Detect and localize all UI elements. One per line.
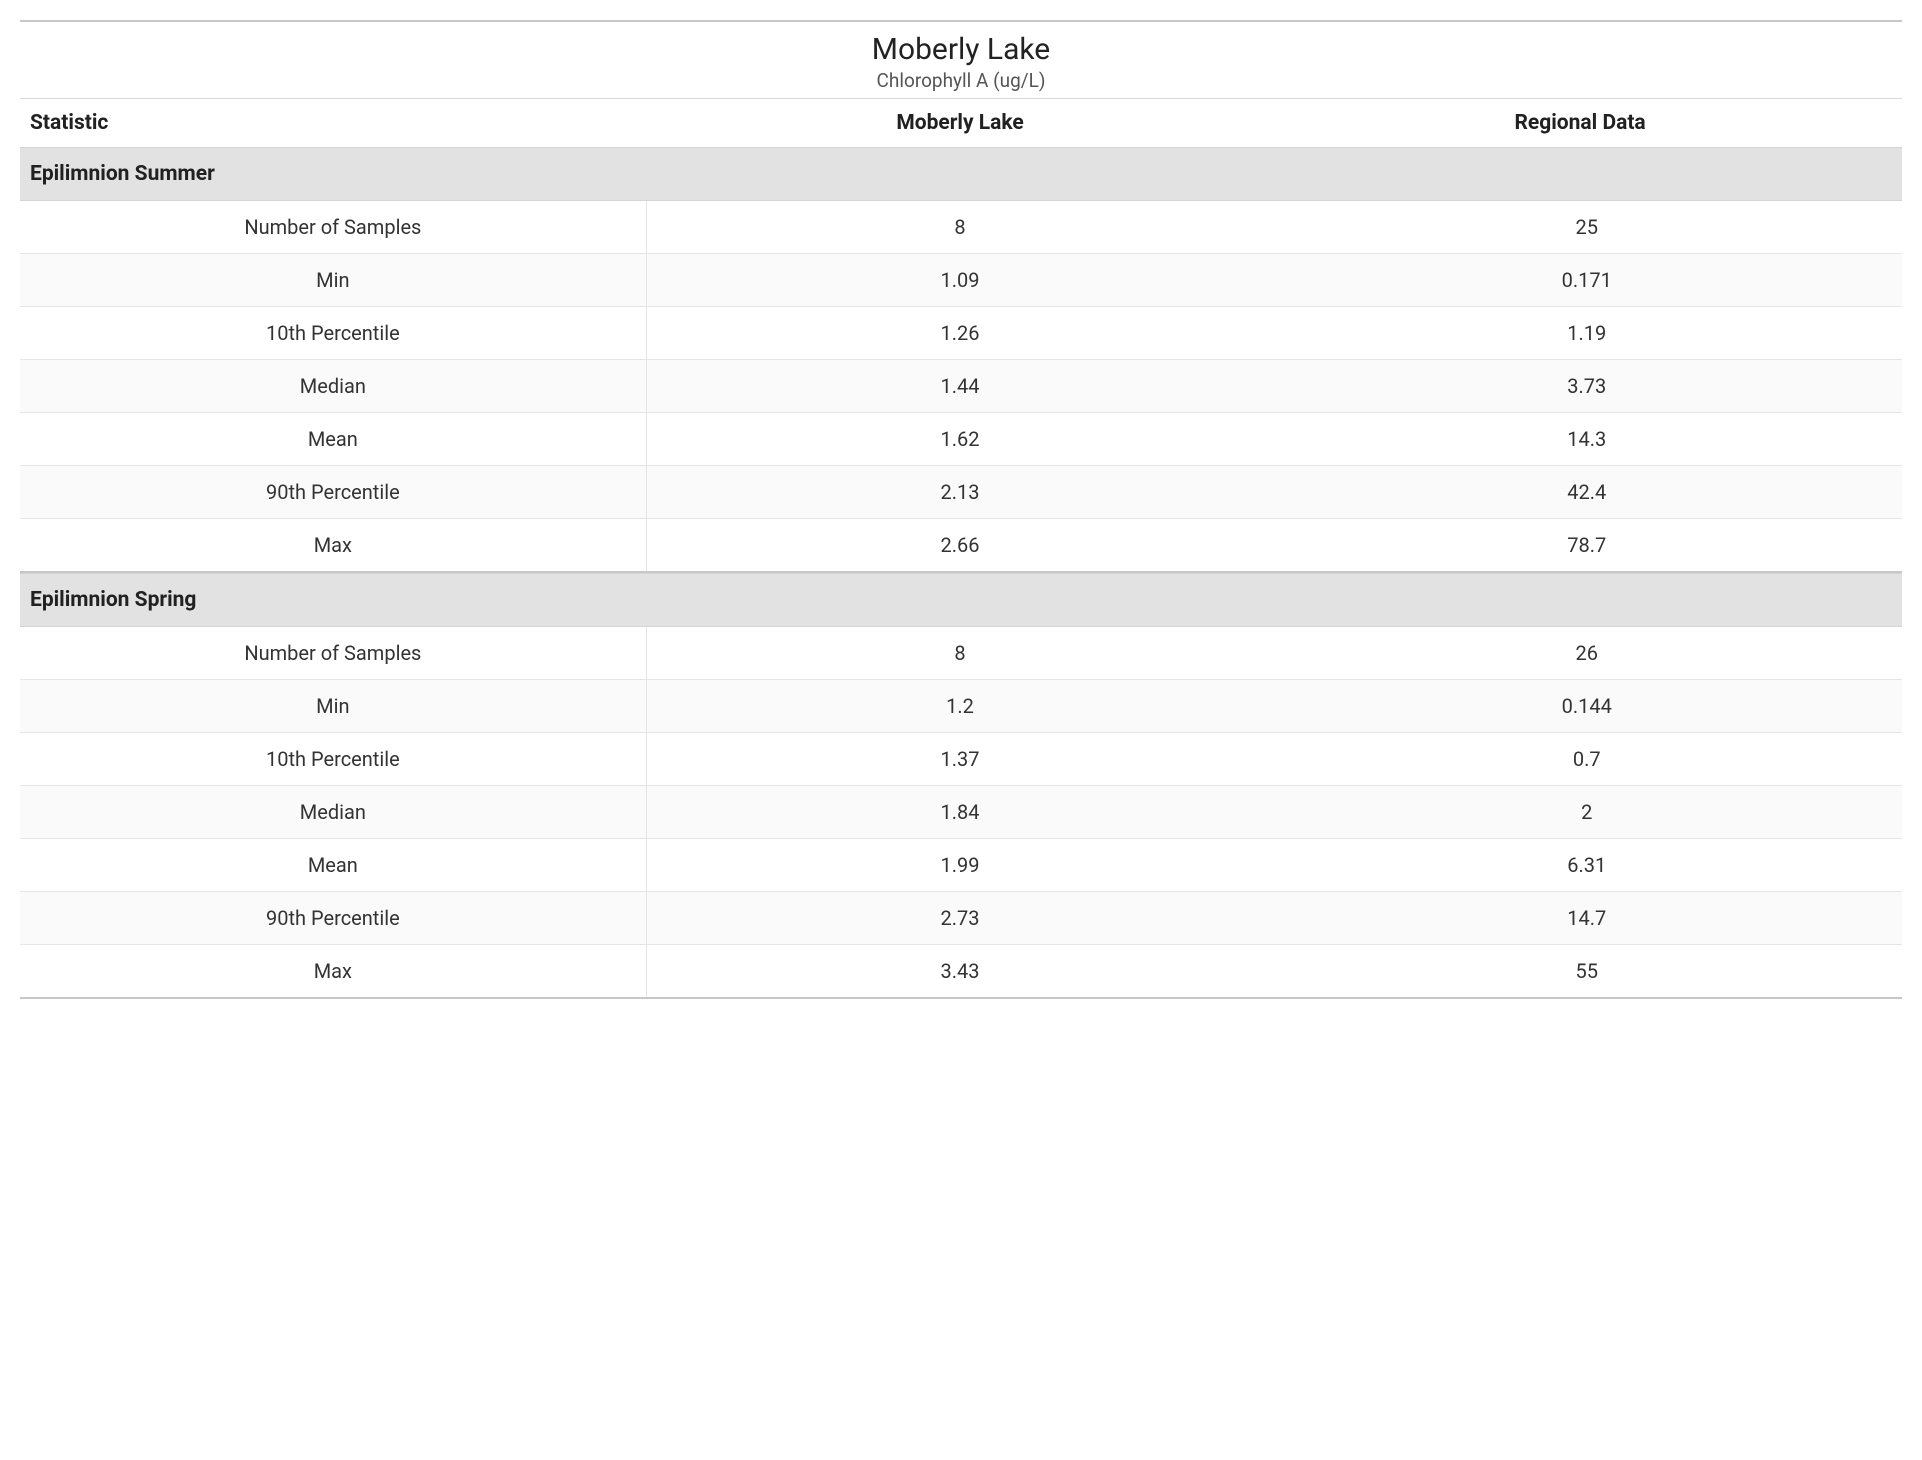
stats-table: Moberly Lake Chlorophyll A (ug/L) Statis… — [20, 20, 1902, 999]
title-block: Moberly Lake Chlorophyll A (ug/L) — [20, 22, 1902, 98]
series-b-cell: 0.144 — [1273, 680, 1900, 732]
series-b-cell: 14.7 — [1273, 892, 1900, 944]
series-b-cell: 6.31 — [1273, 839, 1900, 891]
table-body: Epilimnion SummerNumber of Samples825Min… — [20, 147, 1902, 999]
stat-label-cell: Number of Samples — [20, 201, 647, 253]
stat-label-cell: Max — [20, 519, 647, 571]
table-row: Median1.443.73 — [20, 360, 1902, 413]
series-b-cell: 42.4 — [1273, 466, 1900, 518]
series-b-cell: 14.3 — [1273, 413, 1900, 465]
column-header-statistic: Statistic — [30, 111, 650, 135]
series-a-cell: 1.44 — [647, 360, 1274, 412]
stat-label-cell: Min — [20, 680, 647, 732]
series-a-cell: 1.26 — [647, 307, 1274, 359]
table-row: Min1.20.144 — [20, 680, 1902, 733]
series-a-cell: 3.43 — [647, 945, 1274, 997]
stat-label-cell: Mean — [20, 839, 647, 891]
stat-label-cell: 90th Percentile — [20, 466, 647, 518]
series-a-cell: 1.09 — [647, 254, 1274, 306]
stat-label-cell: Number of Samples — [20, 627, 647, 679]
series-b-cell: 1.19 — [1273, 307, 1900, 359]
section-header: Epilimnion Summer — [20, 147, 1902, 201]
stat-label-cell: Median — [20, 786, 647, 838]
series-b-cell: 78.7 — [1273, 519, 1900, 571]
table-row: Mean1.6214.3 — [20, 413, 1902, 466]
series-a-cell: 8 — [647, 627, 1274, 679]
stat-label-cell: 10th Percentile — [20, 307, 647, 359]
table-row: Number of Samples826 — [20, 627, 1902, 680]
series-a-cell: 2.13 — [647, 466, 1274, 518]
section-header: Epilimnion Spring — [20, 573, 1902, 627]
table-row: 90th Percentile2.1342.4 — [20, 466, 1902, 519]
stat-label-cell: Mean — [20, 413, 647, 465]
series-a-cell: 8 — [647, 201, 1274, 253]
table-row: 10th Percentile1.370.7 — [20, 733, 1902, 786]
section-body: Number of Samples825Min1.090.17110th Per… — [20, 201, 1902, 573]
series-a-cell: 2.66 — [647, 519, 1274, 571]
table-row: Min1.090.171 — [20, 254, 1902, 307]
series-b-cell: 2 — [1273, 786, 1900, 838]
series-b-cell: 55 — [1273, 945, 1900, 997]
column-header-series-b: Regional Data — [1270, 111, 1890, 135]
table-row: Median1.842 — [20, 786, 1902, 839]
series-a-cell: 1.2 — [647, 680, 1274, 732]
column-header-row: Statistic Moberly Lake Regional Data — [20, 99, 1902, 147]
section-body: Number of Samples826Min1.20.14410th Perc… — [20, 627, 1902, 999]
stat-label-cell: 90th Percentile — [20, 892, 647, 944]
series-a-cell: 1.99 — [647, 839, 1274, 891]
stat-label-cell: 10th Percentile — [20, 733, 647, 785]
series-b-cell: 25 — [1273, 201, 1900, 253]
series-b-cell: 26 — [1273, 627, 1900, 679]
series-b-cell: 3.73 — [1273, 360, 1900, 412]
column-header-series-a: Moberly Lake — [650, 111, 1270, 135]
table-row: 10th Percentile1.261.19 — [20, 307, 1902, 360]
series-b-cell: 0.171 — [1273, 254, 1900, 306]
series-b-cell: 0.7 — [1273, 733, 1900, 785]
table-title: Moberly Lake — [20, 32, 1902, 67]
series-a-cell: 1.62 — [647, 413, 1274, 465]
stat-label-cell: Max — [20, 945, 647, 997]
stat-label-cell: Median — [20, 360, 647, 412]
series-a-cell: 1.84 — [647, 786, 1274, 838]
table-row: Max2.6678.7 — [20, 519, 1902, 573]
stat-label-cell: Min — [20, 254, 647, 306]
series-a-cell: 1.37 — [647, 733, 1274, 785]
series-a-cell: 2.73 — [647, 892, 1274, 944]
table-row: Mean1.996.31 — [20, 839, 1902, 892]
table-row: 90th Percentile2.7314.7 — [20, 892, 1902, 945]
table-subtitle: Chlorophyll A (ug/L) — [20, 69, 1902, 92]
table-row: Number of Samples825 — [20, 201, 1902, 254]
table-row: Max3.4355 — [20, 945, 1902, 999]
